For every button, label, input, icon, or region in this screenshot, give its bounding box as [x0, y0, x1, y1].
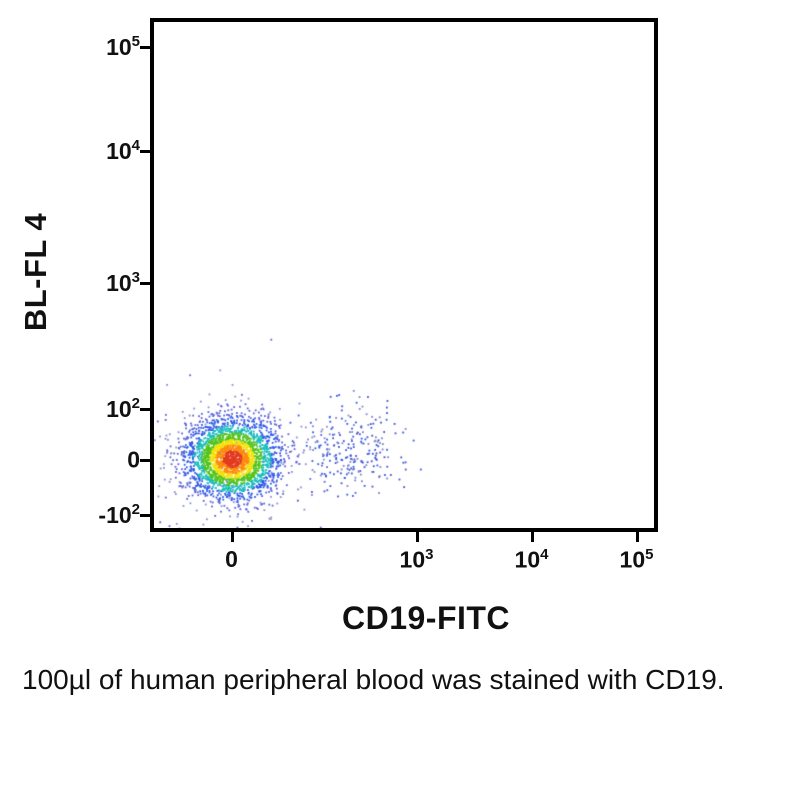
y-tick-label: 105	[106, 33, 140, 61]
y-axis-tick	[140, 514, 150, 518]
plot-area	[140, 18, 658, 542]
x-axis-tick	[415, 532, 419, 542]
y-axis-tick	[140, 46, 150, 50]
x-axis-tick	[530, 532, 534, 542]
x-tick-label: 103	[399, 546, 434, 573]
y-axis-tick	[140, 458, 150, 462]
x-tick-label: 104	[514, 546, 549, 573]
x-tick-label: 105	[619, 546, 654, 573]
y-axis-tick	[140, 150, 150, 154]
y-tick-label: 0	[127, 446, 140, 473]
y-tick-label: -102	[98, 501, 140, 529]
y-tick-label: 102	[106, 395, 140, 422]
y-tick-label: 104	[106, 137, 140, 164]
x-axis-tick	[230, 532, 234, 542]
y-tick-label: 103	[106, 268, 140, 296]
figure-caption: 100µl of human peripheral blood was stai…	[22, 664, 725, 695]
y-axis-tick	[140, 408, 150, 412]
y-axis-tick	[140, 281, 150, 285]
x-tick-label: 0	[225, 546, 238, 572]
scatter-canvas	[154, 22, 654, 528]
x-axis-title: CD19-FITC	[341, 600, 511, 636]
x-axis-tick	[635, 532, 639, 542]
